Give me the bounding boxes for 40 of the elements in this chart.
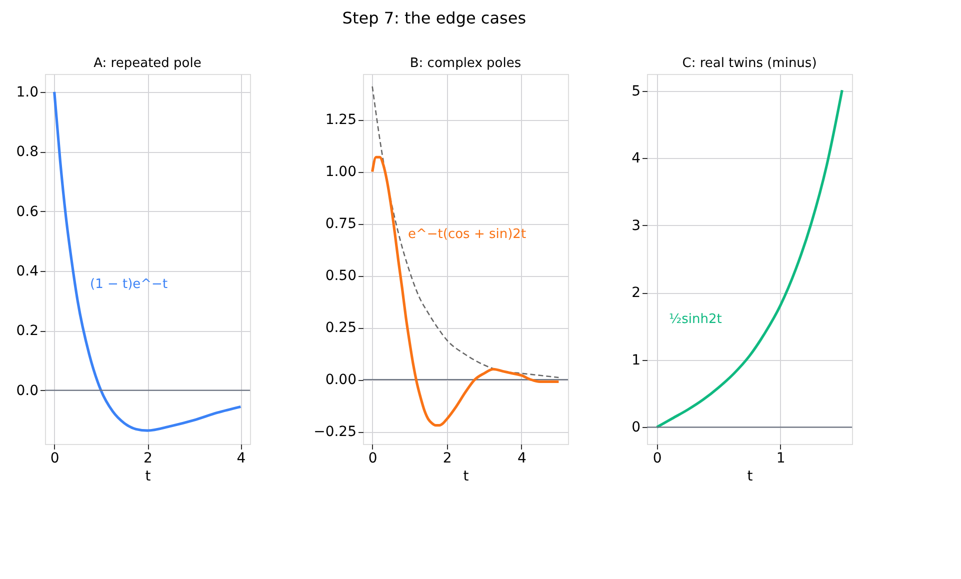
y-tick-label: 0.00 xyxy=(325,372,356,388)
y-tick-label: 0.4 xyxy=(16,263,39,280)
y-tick-label: 0.8 xyxy=(16,144,38,160)
y-tick-label: 0.50 xyxy=(325,268,356,284)
y-tick-label: 0.25 xyxy=(325,320,356,336)
y-tick-label: −0.25 xyxy=(314,424,356,440)
y-tick-label: 4 xyxy=(632,150,641,167)
y-tick-label: 1.25 xyxy=(325,112,356,128)
y-tick-label: 0.75 xyxy=(325,216,356,232)
x-axis-title: t xyxy=(463,468,470,484)
x-tick-label: 0 xyxy=(50,450,60,466)
annotation: e^−t(cos + sin)2t xyxy=(408,227,526,242)
y-tick-label: 2 xyxy=(632,285,640,302)
y-tick-label: 0 xyxy=(632,420,640,436)
line-series xyxy=(371,156,560,427)
x-axis-title: t xyxy=(145,468,152,484)
annotation: (1 − t)e^−t xyxy=(90,277,168,292)
y-tick-label: 0.6 xyxy=(16,204,39,220)
y-tick-label: 1.00 xyxy=(325,164,356,180)
y-tick-label: 1.0 xyxy=(16,84,38,100)
x-tick-label: 4 xyxy=(236,450,246,466)
y-tick-label: 3 xyxy=(632,218,640,234)
x-axis-title: t xyxy=(747,468,754,484)
x-tick-label: 2 xyxy=(144,450,152,466)
x-tick-label: 1 xyxy=(776,450,786,466)
line-series xyxy=(53,90,242,432)
x-tick-label: 0 xyxy=(652,450,662,466)
chart-title: B: complex poles xyxy=(410,56,522,71)
line-series xyxy=(656,88,844,428)
annotation: ½sinh2t xyxy=(669,312,722,327)
x-tick-label: 4 xyxy=(517,450,526,466)
y-tick-label: 1 xyxy=(632,352,640,368)
y-tick-label: 0.0 xyxy=(16,382,38,399)
chart-title: A: repeated pole xyxy=(94,56,202,71)
x-tick-label: 2 xyxy=(442,450,452,466)
y-tick-label: 5 xyxy=(632,83,640,100)
x-tick-label: 0 xyxy=(368,450,378,466)
text: Step 7: the edge cases xyxy=(342,8,526,28)
chart-title: C: real twins (minus) xyxy=(682,56,817,71)
y-tick-label: 0.2 xyxy=(16,323,38,340)
